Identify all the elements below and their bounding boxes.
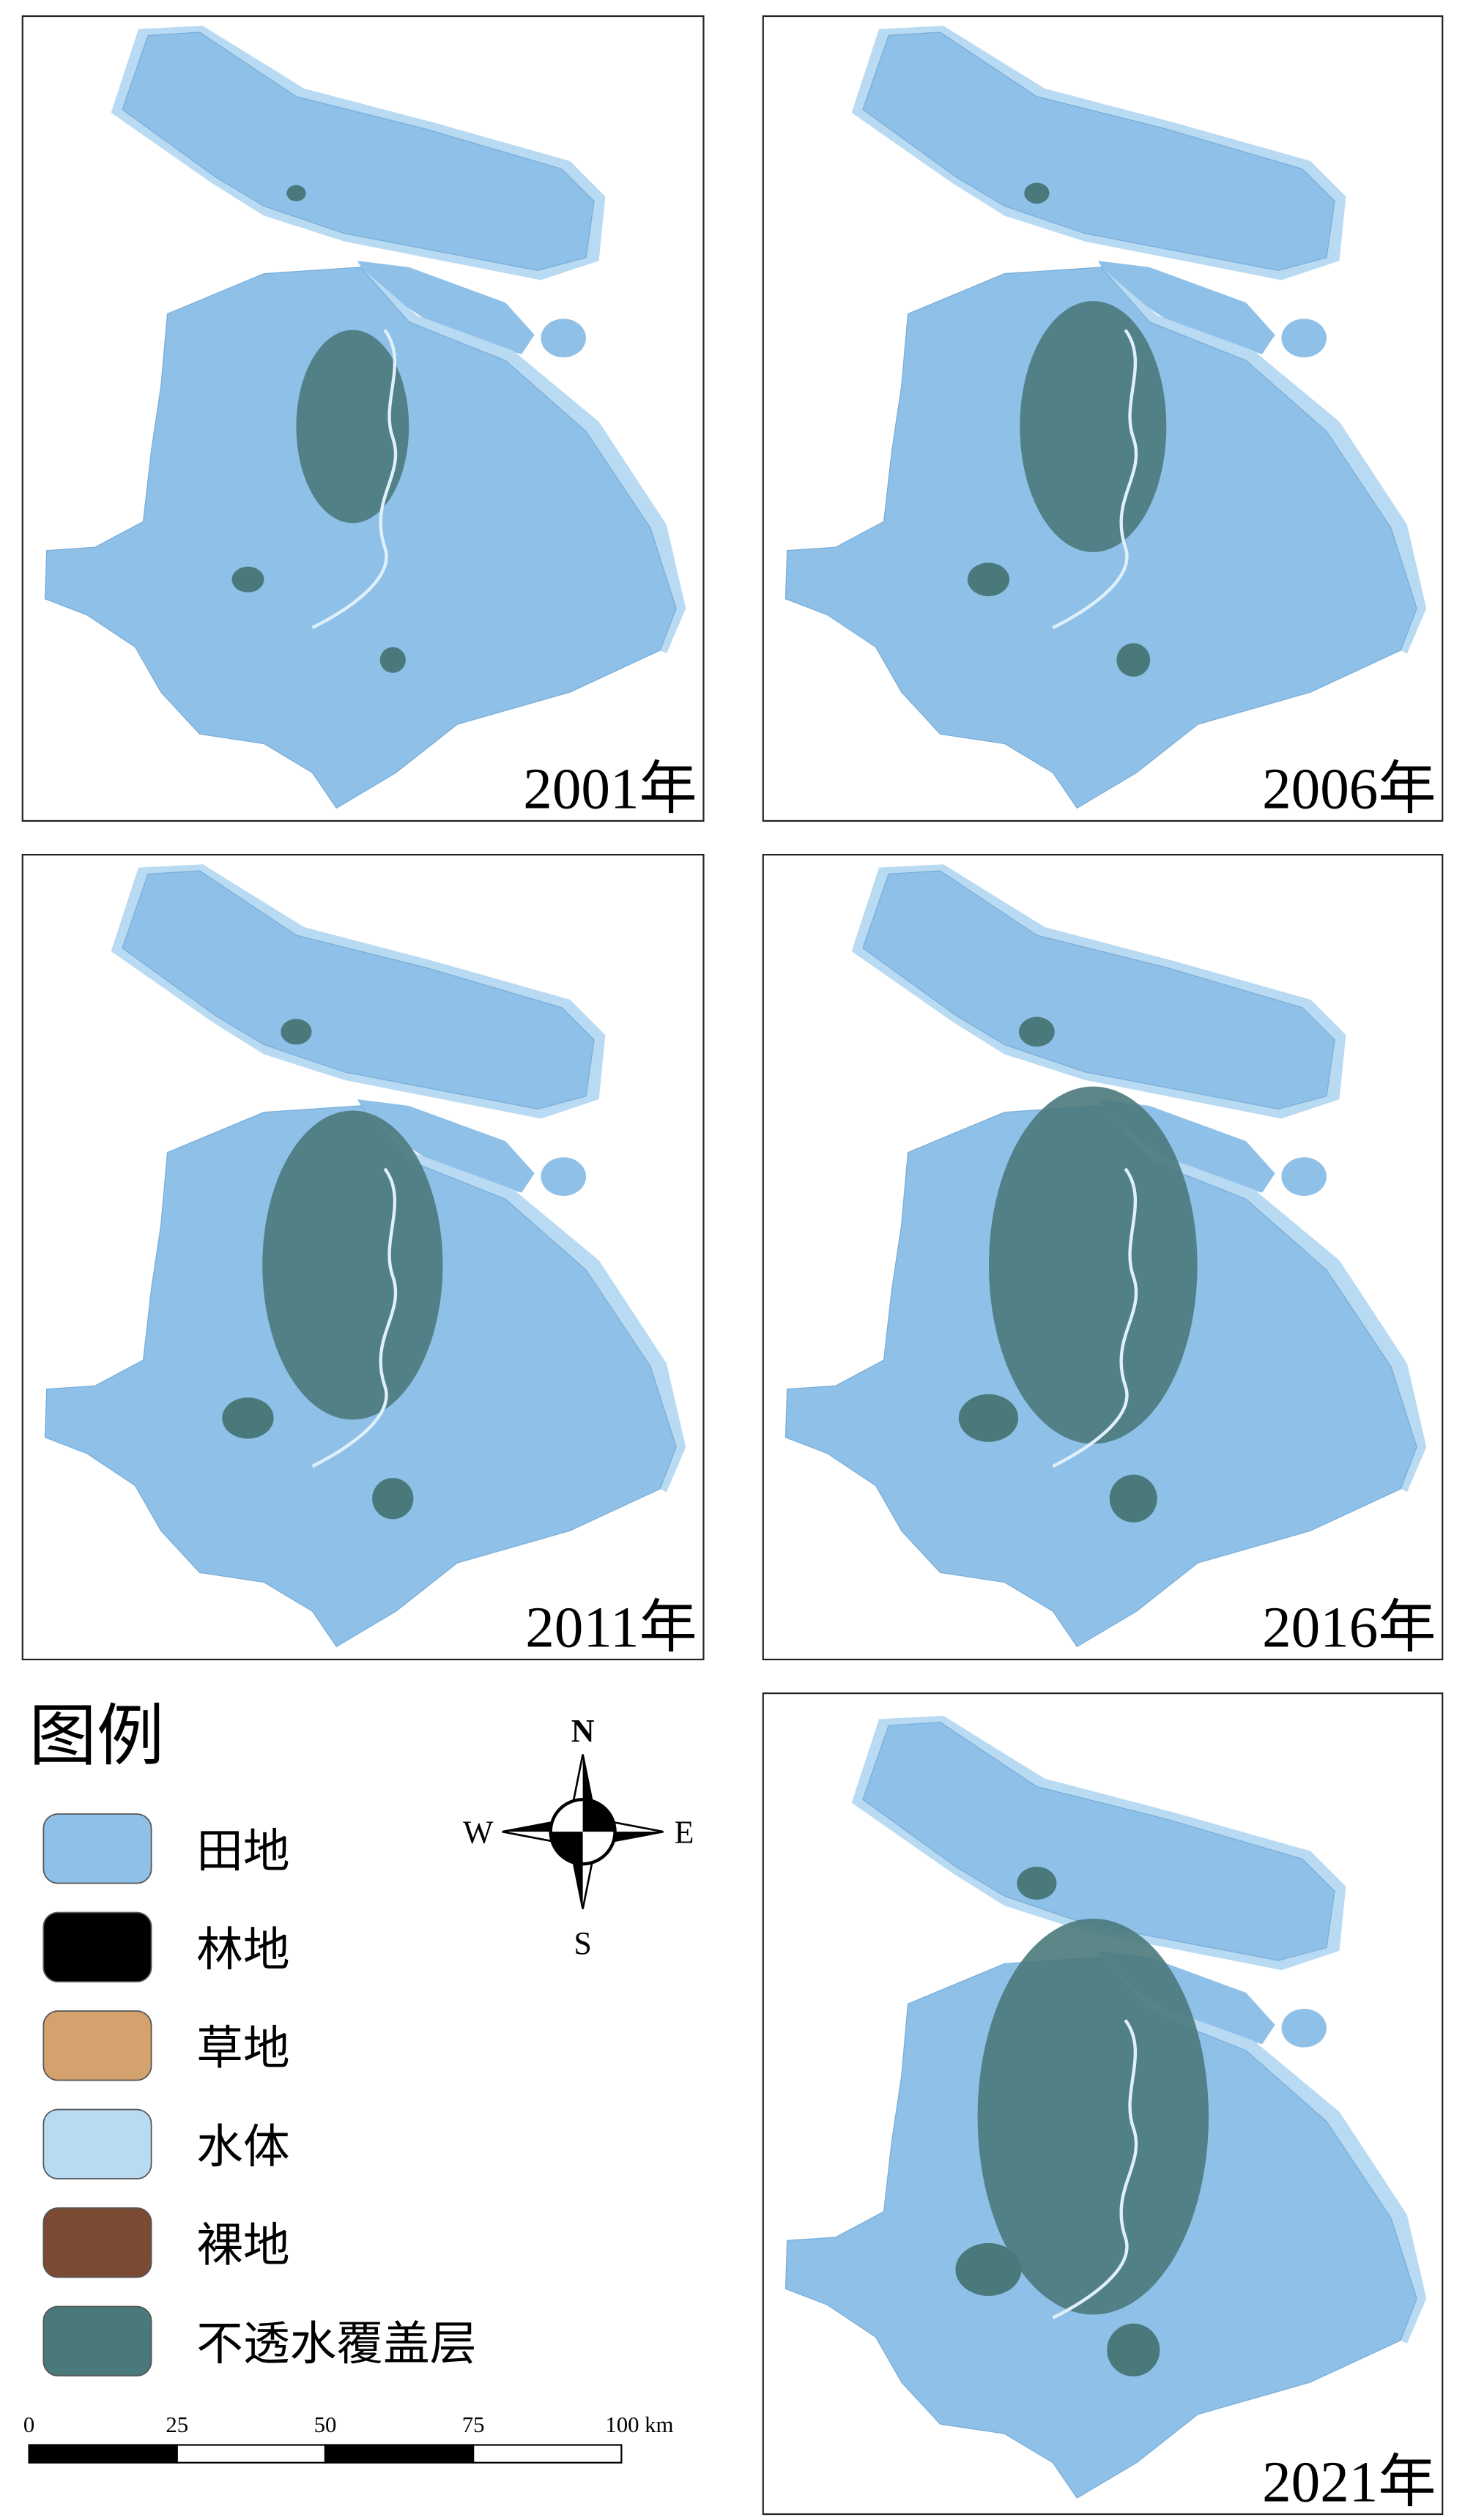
year-label: 2021年 bbox=[1262, 2450, 1436, 2514]
urban-area bbox=[1017, 1866, 1057, 1900]
scale-segment bbox=[324, 2444, 475, 2464]
island bbox=[1281, 319, 1327, 357]
urban-area bbox=[1116, 643, 1151, 677]
urban-area bbox=[286, 185, 306, 201]
urban-area bbox=[977, 1918, 1209, 2315]
legend-swatch bbox=[42, 2207, 152, 2278]
map bbox=[44, 864, 686, 1648]
map bbox=[785, 26, 1427, 809]
year-label: 2001年 bbox=[523, 757, 697, 821]
legend-label: 林地 bbox=[196, 1923, 289, 1977]
scale-label: 100 km bbox=[605, 2412, 673, 2437]
compass-west: W bbox=[463, 1815, 494, 1851]
compass-south: S bbox=[574, 1925, 591, 1961]
scale-label: 75 bbox=[462, 2412, 485, 2437]
mainland bbox=[44, 267, 677, 809]
river bbox=[311, 1167, 398, 1468]
chongming-island bbox=[862, 31, 1335, 271]
legend-swatch bbox=[42, 2108, 152, 2179]
island bbox=[541, 319, 586, 357]
water-area bbox=[1101, 267, 1427, 654]
legend-title: 图例 bbox=[29, 1696, 165, 1775]
urban-area bbox=[262, 1110, 443, 1420]
scale-label: 25 bbox=[166, 2412, 188, 2437]
year-label: 2016年 bbox=[1262, 1595, 1436, 1659]
water-area bbox=[360, 1105, 686, 1493]
island bbox=[1281, 1157, 1327, 1197]
water-area bbox=[360, 267, 686, 654]
scale-segment bbox=[176, 2444, 327, 2464]
legend-swatch bbox=[42, 2010, 152, 2081]
island bbox=[357, 1099, 535, 1193]
map bbox=[785, 864, 1427, 1648]
scale-segment bbox=[472, 2444, 623, 2464]
legend-label: 裸地 bbox=[196, 2219, 289, 2273]
scale-label: 50 bbox=[314, 2412, 337, 2437]
island bbox=[1097, 261, 1275, 354]
map bbox=[785, 1715, 1427, 2499]
urban-area bbox=[222, 1397, 274, 1439]
urban-area bbox=[955, 2242, 1022, 2297]
urban-area bbox=[1109, 1474, 1157, 1523]
map bbox=[44, 26, 686, 809]
legend-swatch bbox=[42, 1911, 152, 1982]
compass-north: N bbox=[571, 1713, 595, 1749]
year-label: 2011年 bbox=[525, 1595, 697, 1659]
scale-segment bbox=[28, 2444, 178, 2464]
urban-area bbox=[958, 1394, 1019, 1442]
island bbox=[541, 1157, 586, 1197]
urban-area bbox=[231, 566, 264, 592]
legend-label: 水体 bbox=[196, 2120, 289, 2174]
legend-label: 不透水覆盖层 bbox=[196, 2317, 476, 2371]
urban-area bbox=[281, 1019, 312, 1045]
chongming-island bbox=[862, 870, 1335, 1110]
water-area bbox=[1101, 1105, 1427, 1493]
compass-east: E bbox=[675, 1815, 694, 1851]
urban-area bbox=[1107, 2323, 1160, 2376]
river bbox=[1052, 329, 1138, 630]
island bbox=[357, 261, 535, 354]
chongming-island bbox=[122, 870, 595, 1110]
water-area bbox=[1101, 1957, 1427, 2344]
river bbox=[311, 329, 398, 630]
urban-area bbox=[1018, 1016, 1055, 1047]
urban-area bbox=[296, 330, 409, 524]
urban-area bbox=[372, 1478, 414, 1520]
year-label: 2006年 bbox=[1262, 757, 1436, 821]
island bbox=[1281, 2008, 1327, 2048]
urban-area bbox=[1020, 301, 1167, 552]
legend-swatch bbox=[42, 2305, 152, 2376]
urban-area bbox=[989, 1086, 1198, 1444]
river bbox=[1052, 2018, 1138, 2319]
urban-area bbox=[379, 647, 406, 673]
legend-swatch bbox=[42, 1813, 152, 1884]
urban-area bbox=[967, 562, 1010, 597]
legend-label: 草地 bbox=[196, 2022, 289, 2076]
scale-label: 0 bbox=[23, 2412, 34, 2437]
compass-center bbox=[550, 1799, 615, 1865]
chongming-island bbox=[862, 1722, 1335, 1961]
chongming-island bbox=[122, 31, 595, 271]
river bbox=[1052, 1167, 1138, 1468]
urban-area bbox=[1024, 182, 1050, 204]
legend-label: 田地 bbox=[196, 1825, 289, 1879]
